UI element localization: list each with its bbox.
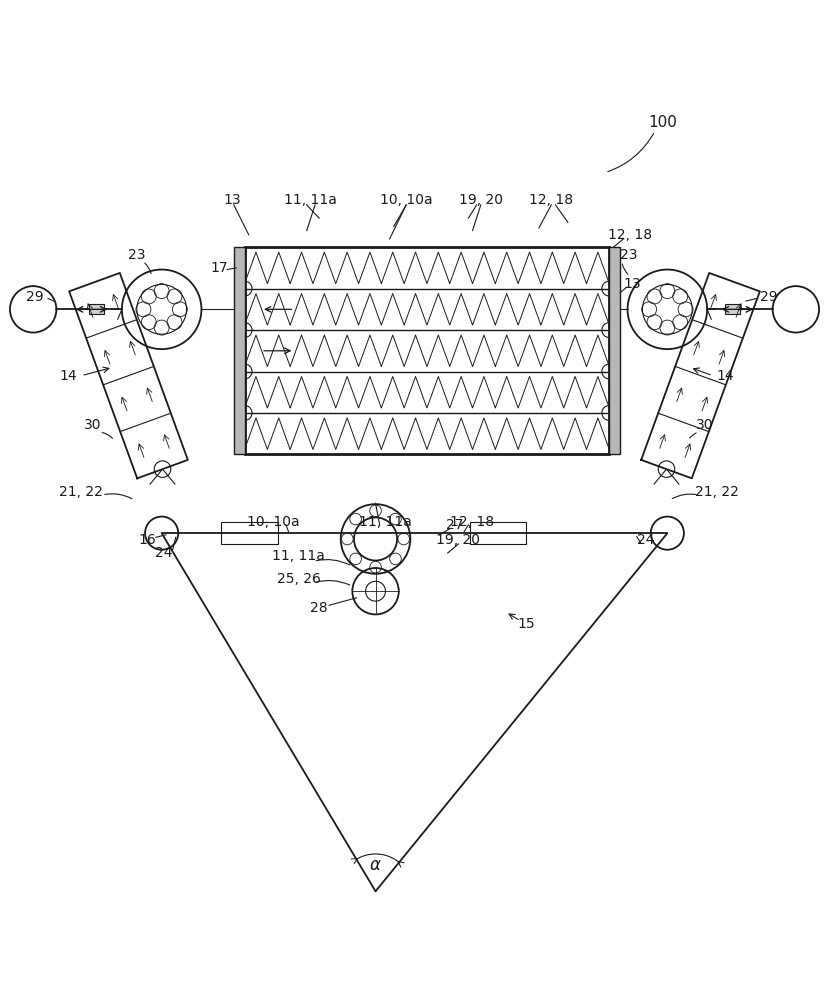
Bar [469, 522, 526, 544]
Text: 12, 18: 12, 18 [528, 193, 573, 207]
Text: 24: 24 [154, 546, 172, 560]
Text: 13: 13 [223, 193, 241, 207]
Text: 11, 11a: 11, 11a [272, 549, 325, 563]
Bar [724, 304, 739, 314]
Bar [89, 304, 104, 314]
Bar [233, 247, 244, 454]
Text: 19, 20: 19, 20 [436, 533, 480, 547]
Bar [221, 522, 277, 544]
Text: 25, 26: 25, 26 [277, 572, 320, 586]
Text: 27: 27 [445, 518, 463, 532]
Text: 10, 10a: 10, 10a [247, 515, 300, 529]
Text: 23: 23 [619, 248, 637, 262]
Text: 14: 14 [59, 369, 77, 383]
Text: 30: 30 [84, 418, 102, 432]
Text: 12, 18: 12, 18 [450, 515, 494, 529]
Text: $\alpha$: $\alpha$ [368, 856, 382, 874]
Text: 24: 24 [636, 533, 654, 547]
Text: 14: 14 [715, 369, 734, 383]
Text: 29: 29 [26, 290, 44, 304]
Text: 29: 29 [758, 290, 777, 304]
Text: 11, 11a: 11, 11a [284, 193, 337, 207]
Text: 10, 10a: 10, 10a [379, 193, 432, 207]
Text: 19, 20: 19, 20 [458, 193, 503, 207]
Text: 12, 18: 12, 18 [607, 228, 652, 242]
Text: 21, 22: 21, 22 [60, 485, 103, 499]
Text: 11, 11a: 11, 11a [359, 515, 412, 529]
Text: 17: 17 [210, 261, 229, 275]
Text: 100: 100 [648, 115, 676, 130]
Text: 21, 22: 21, 22 [695, 485, 738, 499]
Text: 28: 28 [310, 601, 328, 615]
Text: 23: 23 [128, 248, 146, 262]
Text: 13: 13 [623, 277, 641, 291]
Text: 30: 30 [695, 418, 713, 432]
Text: 15: 15 [517, 617, 535, 631]
Bar [244, 247, 609, 454]
Bar [609, 247, 619, 454]
Text: 16: 16 [138, 533, 156, 547]
